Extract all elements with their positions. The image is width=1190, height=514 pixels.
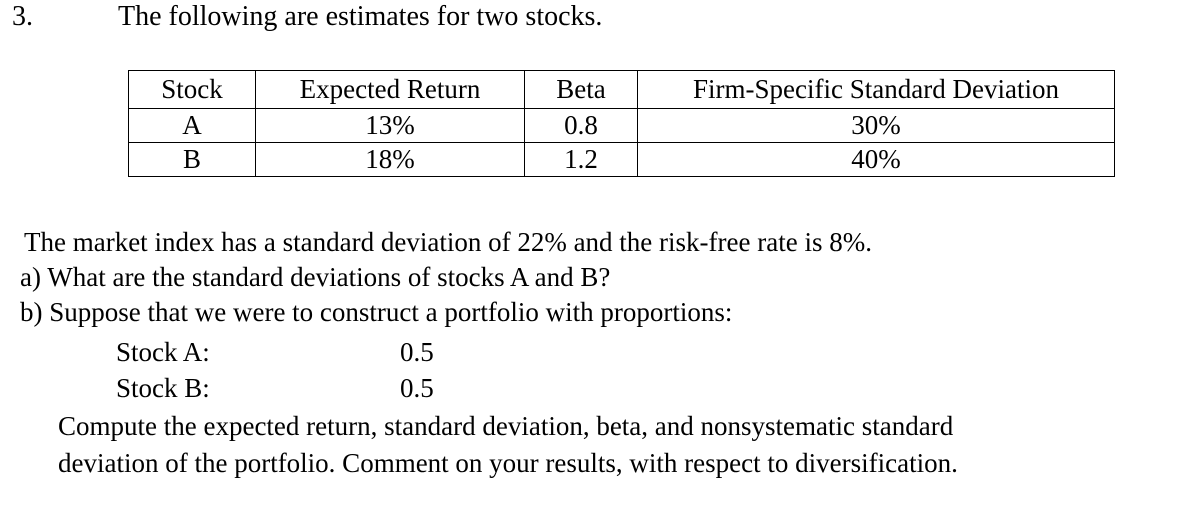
cell-expected-return: 13% [255,108,525,143]
proportion-value-b: 0.5 [400,373,434,403]
cell-stock: B [128,142,256,177]
table-row: A 13% 0.8 30% [128,108,1115,143]
header-expected-return: Expected Return [255,70,525,109]
header-beta: Beta [524,70,638,109]
cell-firm-specific-sd: 40% [637,142,1115,177]
question-b: b) Suppose that we were to construct a p… [20,297,733,327]
estimates-table: Stock Expected Return Beta Firm-Specific… [128,70,1115,177]
header-stock: Stock [128,70,256,109]
proportion-label-a: Stock A: [116,337,210,367]
cell-stock: A [128,108,256,143]
market-index-text: The market index has a standard deviatio… [24,227,872,257]
cell-expected-return: 18% [255,142,525,177]
compute-instruction-line2: deviation of the portfolio. Comment on y… [58,448,958,478]
question-a: a) What are the standard deviations of s… [20,262,611,292]
table-header-row: Stock Expected Return Beta Firm-Specific… [128,70,1115,109]
problem-intro: The following are estimates for two stoc… [118,1,603,32]
proportion-value-a: 0.5 [400,337,434,367]
compute-instruction-line1: Compute the expected return, standard de… [58,411,954,441]
proportion-label-b: Stock B: [116,373,210,403]
table-row: B 18% 1.2 40% [128,142,1115,177]
header-firm-specific-sd: Firm-Specific Standard Deviation [637,70,1115,109]
problem-number: 3. [12,1,33,32]
cell-beta: 0.8 [524,108,638,143]
cell-beta: 1.2 [524,142,638,177]
cell-firm-specific-sd: 30% [637,108,1115,143]
